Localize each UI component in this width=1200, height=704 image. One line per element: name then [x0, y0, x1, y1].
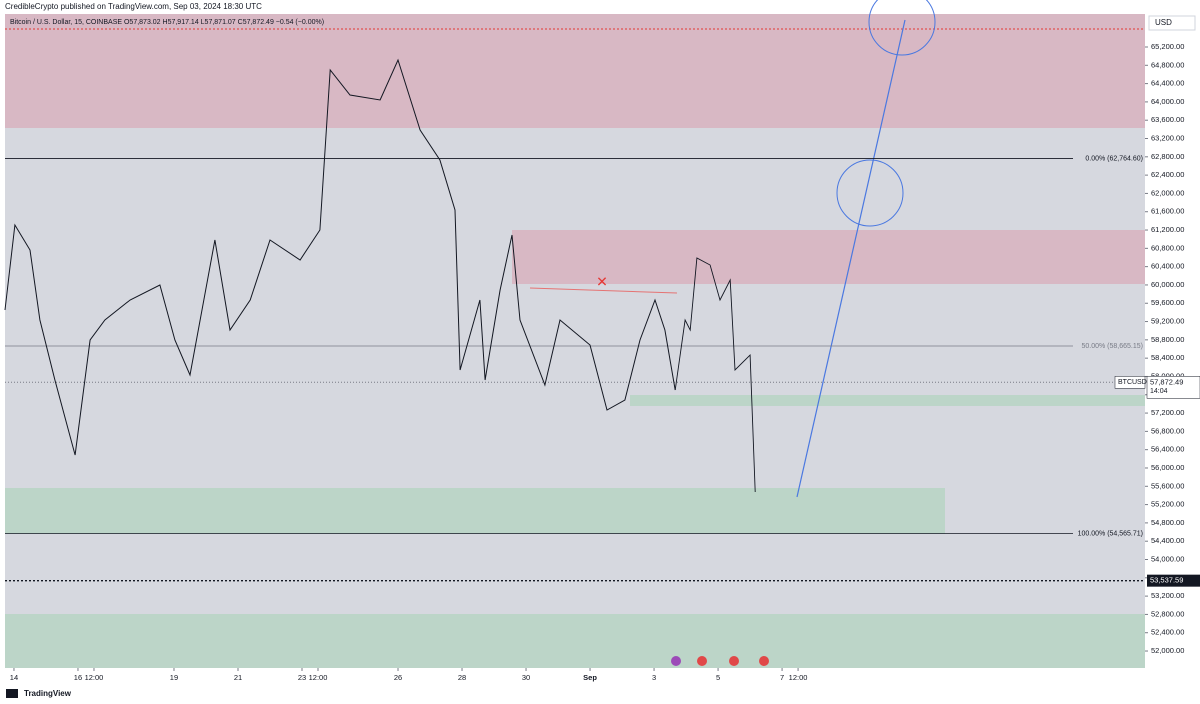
last-price-box	[1146, 376, 1200, 399]
x-tick-label: 30	[522, 673, 530, 682]
footer: TradingView	[24, 689, 72, 698]
y-tick-label: 59,600.00	[1151, 298, 1184, 307]
price-line	[674, 257, 756, 493]
last-price-symbol: BTCUSD	[1118, 379, 1147, 386]
x-tick-label: 12:00	[85, 673, 104, 682]
x-tick-label: 26	[394, 673, 402, 682]
y-tick-label: 64,000.00	[1151, 97, 1184, 106]
y-tick-label: 54,400.00	[1151, 536, 1184, 545]
countdown: 14:04	[1150, 388, 1168, 395]
support-tag-label: 53,537.59	[1150, 576, 1183, 585]
x-tick-label: 12:00	[309, 673, 328, 682]
x-tick-label: 16	[74, 673, 82, 682]
y-tick-label: 53,200.00	[1151, 591, 1184, 600]
y-tick-label: 55,200.00	[1151, 500, 1184, 509]
x-tick-label: Sep	[583, 673, 597, 682]
resistance-zone	[5, 14, 1145, 128]
y-tick-label: 54,800.00	[1151, 518, 1184, 527]
currency: USD	[1155, 18, 1172, 27]
y-tick-label: 65,200.00	[1151, 42, 1184, 51]
x-tick-label: 5	[716, 673, 720, 682]
x-tick-label: 23	[298, 673, 306, 682]
header: CredibleCrypto published on TradingView.…	[5, 2, 262, 11]
y-tick-label: 52,000.00	[1151, 646, 1184, 655]
y-tick-label: 60,800.00	[1151, 243, 1184, 252]
y-tick-label: 60,000.00	[1151, 280, 1184, 289]
y-tick-label: 54,000.00	[1151, 554, 1184, 563]
support-zone	[5, 614, 1145, 668]
trend-line	[529, 287, 678, 294]
x-tick-label: 28	[458, 673, 466, 682]
y-tick-label: 62,000.00	[1151, 188, 1184, 197]
target-circle	[836, 159, 904, 227]
fib-label: 50.00% (58,665.15)	[1082, 343, 1144, 350]
y-tick-label: 56,800.00	[1151, 426, 1184, 435]
x-tick-label: 21	[234, 673, 242, 682]
y-tick-label: 56,000.00	[1151, 463, 1184, 472]
support-zone	[5, 488, 945, 534]
price-line	[4, 58, 676, 456]
x-tick-label: 3	[652, 673, 656, 682]
y-tick-label: 52,800.00	[1151, 609, 1184, 618]
y-tick-label: 64,800.00	[1151, 60, 1184, 69]
x-tick-label: 7	[780, 673, 784, 682]
y-tick-label: 58,000.00	[1151, 371, 1184, 380]
y-tick-label: 58,400.00	[1151, 353, 1184, 362]
x-marker: ✕	[596, 274, 608, 290]
support-tag	[1147, 574, 1200, 587]
last-price-label: 57,872.49	[1150, 377, 1183, 386]
y-tick-label: 52,400.00	[1151, 628, 1184, 637]
fib-label: 100.00% (54,565.71)	[1078, 530, 1143, 537]
projection-arrow	[796, 19, 906, 498]
last-price-tag	[1114, 376, 1146, 389]
currency-box	[1148, 15, 1196, 31]
event-icons	[671, 656, 769, 666]
y-tick-label: 62,800.00	[1151, 152, 1184, 161]
y-tick-label: 59,200.00	[1151, 317, 1184, 326]
y-tick-label: 61,600.00	[1151, 207, 1184, 216]
y-tick-label: 62,400.00	[1151, 170, 1184, 179]
support-zone	[630, 395, 1145, 406]
resistance-zone	[512, 230, 1145, 284]
target-circle	[868, 0, 936, 56]
logo	[6, 689, 18, 698]
y-tick-label: 58,800.00	[1151, 335, 1184, 344]
y-tick-label: 60,400.00	[1151, 262, 1184, 271]
x-tick-label: 14	[10, 673, 18, 682]
x-tick-label: 12:00	[789, 673, 808, 682]
y-tick-label: 57,200.00	[1151, 408, 1184, 417]
x-tick-label: 19	[170, 673, 178, 682]
y-tick-label: 61,200.00	[1151, 225, 1184, 234]
price-axis	[1145, 14, 1200, 684]
y-tick-label: 63,200.00	[1151, 133, 1184, 142]
y-tick-label: 55,600.00	[1151, 481, 1184, 490]
y-tick-label: 56,400.00	[1151, 445, 1184, 454]
y-tick-label: 63,600.00	[1151, 115, 1184, 124]
fib-label: 0.00% (62,764.60)	[1085, 155, 1143, 162]
y-tick-label: 64,400.00	[1151, 79, 1184, 88]
legend: Bitcoin / U.S. Dollar, 15, COINBASE O57,…	[10, 19, 324, 26]
